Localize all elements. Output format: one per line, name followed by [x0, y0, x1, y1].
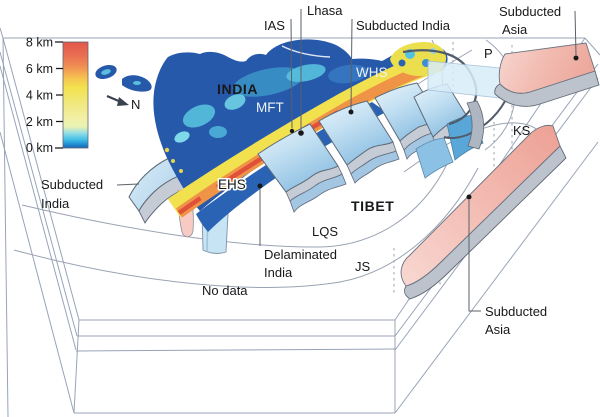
label-ehs: EHS [218, 177, 246, 192]
label-subducted-asia-top-2: Asia [502, 22, 528, 37]
label-delaminated-india-1: Delaminated [264, 247, 337, 262]
north-label: N [131, 97, 140, 112]
label-p: P [484, 46, 493, 61]
label-whs: WHS [356, 65, 388, 80]
subducted-asia-slab-lower [400, 124, 567, 300]
label-subducted-asia-bottom-1: Subducted [485, 304, 547, 319]
label-subducted-india-left-2: India [41, 196, 70, 211]
elevation-colorbar [62, 41, 89, 149]
label-tibet: TIBET [351, 198, 394, 214]
legend-tick-0km: 0 km [26, 141, 53, 155]
label-js: JS [355, 259, 371, 274]
subducted-asia-slab-upper [494, 42, 600, 107]
callout-leaders [116, 9, 579, 312]
label-ias: IAS [264, 18, 285, 33]
north-arrow: N [106, 94, 140, 112]
legend-tick-2km: 2 km [26, 115, 53, 129]
label-no-data: No data [202, 283, 248, 298]
label-lhasa: Lhasa [307, 3, 343, 18]
label-lqs: LQS [312, 224, 338, 239]
legend-tick-8km: 8 km [26, 36, 53, 50]
label-india: INDIA [217, 81, 258, 97]
legend-tick-6km: 6 km [26, 62, 53, 76]
label-delaminated-india-2: India [264, 265, 293, 280]
label-subducted-india-left-1: Subducted [41, 177, 103, 192]
label-subducted-india-top: Subducted India [356, 18, 451, 33]
label-ks: KS [513, 123, 531, 138]
label-mft: MFT [256, 100, 284, 115]
label-subducted-asia-bottom-2: Asia [485, 322, 511, 337]
label-subducted-asia-top-1: Subducted [499, 4, 561, 19]
elevation-legend: 8 km 6 km 4 km 2 km 0 km [26, 36, 89, 155]
legend-tick-4km: 4 km [26, 89, 53, 103]
